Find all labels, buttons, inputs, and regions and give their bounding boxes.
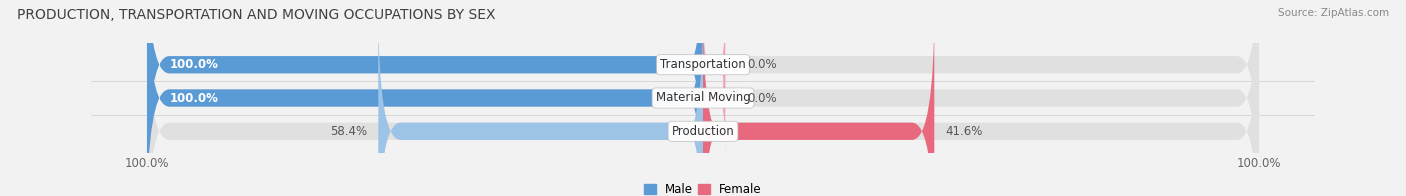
FancyBboxPatch shape <box>148 0 703 196</box>
FancyBboxPatch shape <box>148 0 1258 189</box>
Text: Transportation: Transportation <box>661 58 745 71</box>
FancyBboxPatch shape <box>148 7 1258 196</box>
Text: 100.0%: 100.0% <box>169 92 218 104</box>
Legend: Male, Female: Male, Female <box>644 183 762 196</box>
Text: 0.0%: 0.0% <box>748 92 778 104</box>
Text: 100.0%: 100.0% <box>169 58 218 71</box>
Text: PRODUCTION, TRANSPORTATION AND MOVING OCCUPATIONS BY SEX: PRODUCTION, TRANSPORTATION AND MOVING OC… <box>17 8 495 22</box>
FancyBboxPatch shape <box>378 7 703 196</box>
FancyBboxPatch shape <box>703 40 725 156</box>
Text: Source: ZipAtlas.com: Source: ZipAtlas.com <box>1278 8 1389 18</box>
FancyBboxPatch shape <box>148 0 703 189</box>
Text: Material Moving: Material Moving <box>655 92 751 104</box>
FancyBboxPatch shape <box>703 7 935 196</box>
Text: 58.4%: 58.4% <box>330 125 367 138</box>
FancyBboxPatch shape <box>148 0 1258 196</box>
Text: Production: Production <box>672 125 734 138</box>
Text: 41.6%: 41.6% <box>945 125 983 138</box>
Text: 0.0%: 0.0% <box>748 58 778 71</box>
FancyBboxPatch shape <box>703 7 725 123</box>
